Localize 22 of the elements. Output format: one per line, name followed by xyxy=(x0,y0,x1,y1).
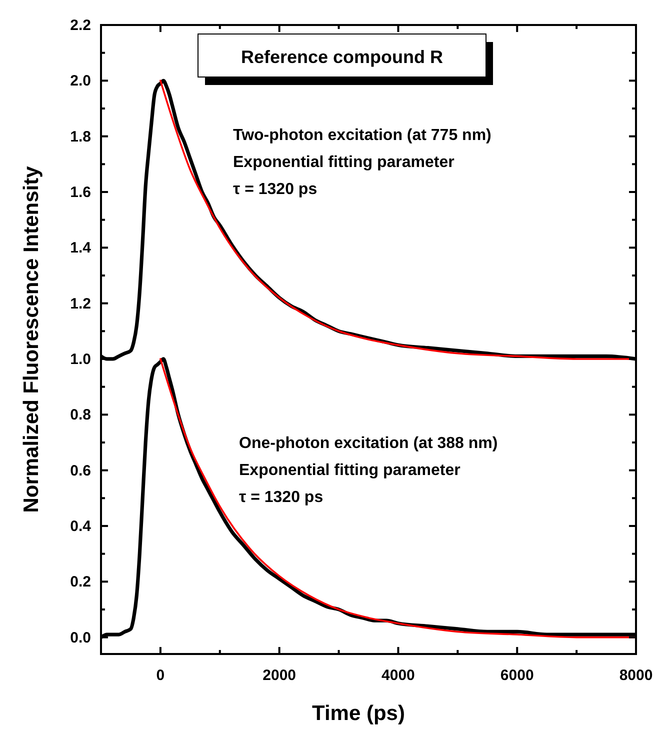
y-axis-title: Normalized Fluorescence Intensity xyxy=(20,166,43,513)
annotation: Two-photon excitation (at 775 nm) Exponential fitting parameter τ = 1320 ps xyxy=(233,127,492,198)
y-tick-label: 1.4 xyxy=(70,240,92,257)
y-tick-label: 2.2 xyxy=(70,17,91,34)
y-tick-label: 1.2 xyxy=(70,295,91,312)
x-tick-label: 8000 xyxy=(619,667,653,684)
y-tick-label: 0.4 xyxy=(70,518,92,535)
y-tick-label: 0.8 xyxy=(70,406,91,424)
y-tick-label: 0.0 xyxy=(70,629,91,646)
x-tick-label: 2000 xyxy=(262,667,296,684)
x-tick-label: 0 xyxy=(156,667,165,684)
text: Reference compound R xyxy=(240,47,444,67)
y-tick-label: 1.6 xyxy=(70,184,91,201)
x-tick-label: 4000 xyxy=(382,667,415,684)
y-tick-label: 2.0 xyxy=(70,72,91,90)
y-tick-label: 0.2 xyxy=(70,574,91,591)
y-tick-label: 1.8 xyxy=(70,128,91,146)
x-axis-title: Time (ps) xyxy=(312,702,405,725)
annotation: One-photon excitation (at 388 nm) Exponential fitting parameter τ = 1320 ps xyxy=(239,435,498,506)
y-tick-label: 0.6 xyxy=(70,462,91,480)
y-tick-label: 1.0 xyxy=(70,350,91,368)
x-tick-label: 6000 xyxy=(500,667,534,684)
